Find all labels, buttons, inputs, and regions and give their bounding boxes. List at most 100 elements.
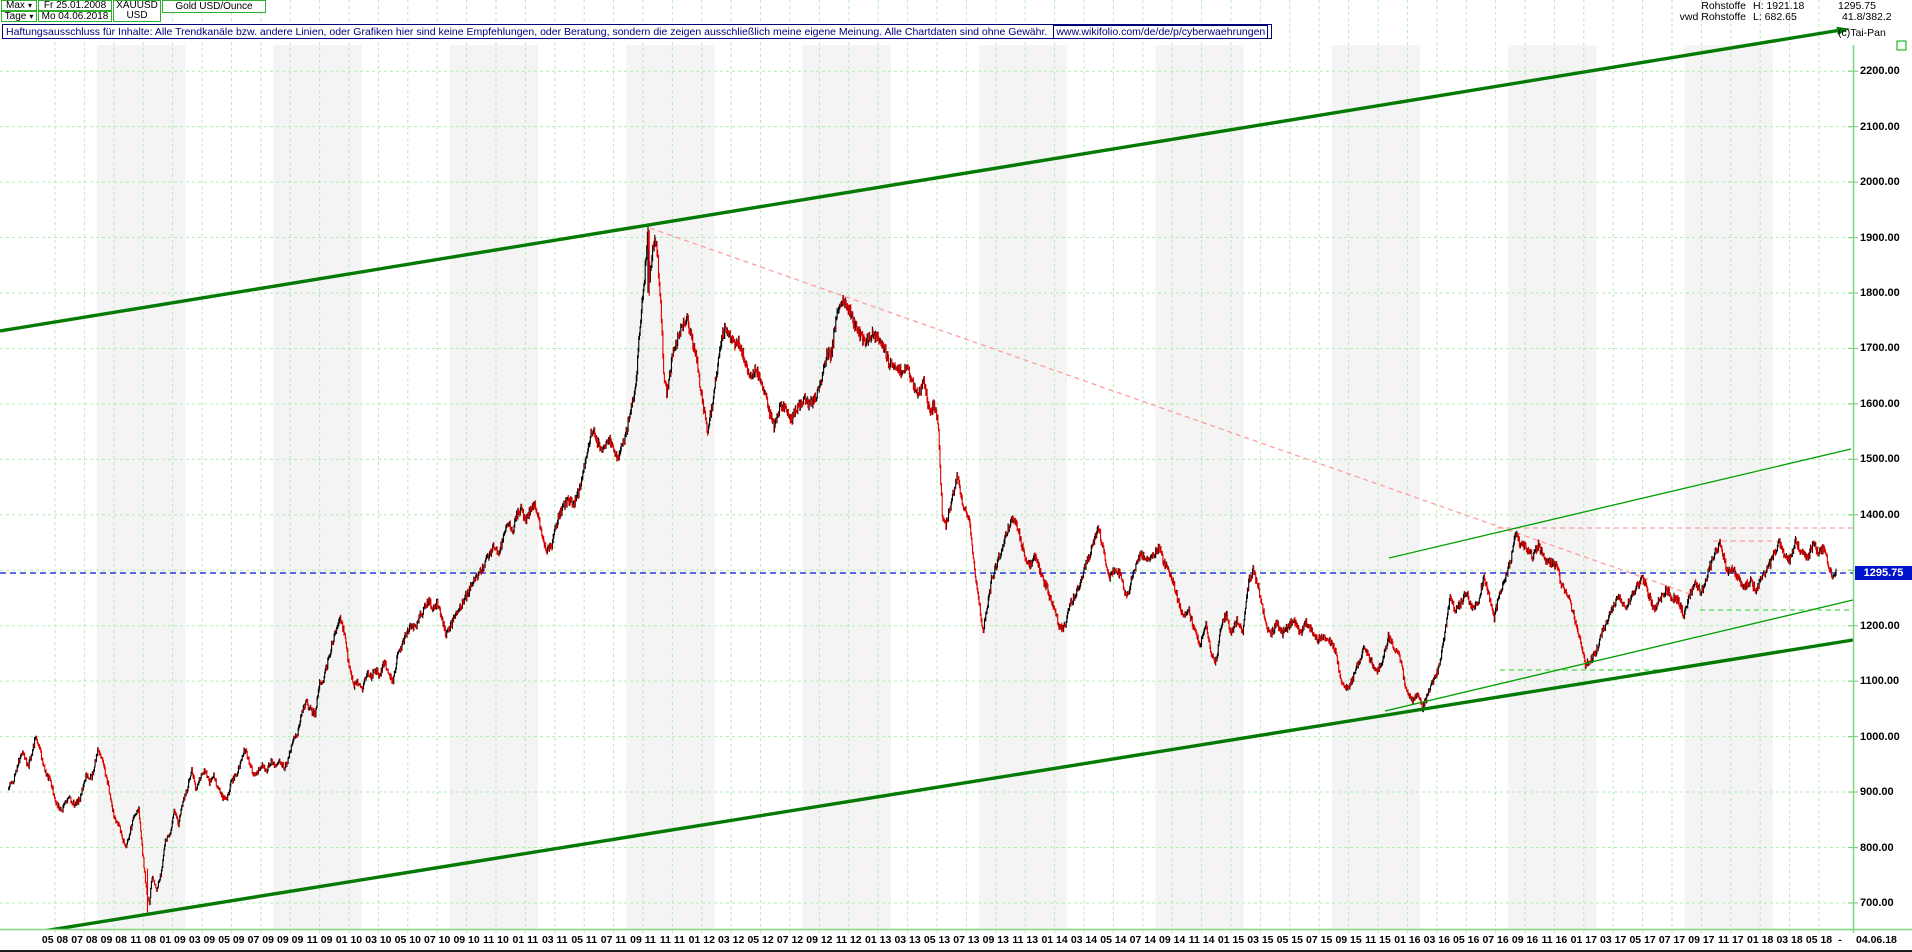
minor-trendline[interactable] [1388,448,1852,559]
x-axis-label: 03 16 [1423,934,1450,946]
x-axis-label: 11 16 [1541,934,1568,946]
x-axis-label: 03 12 [718,934,745,946]
x-axis-label: 05 10 [394,934,421,946]
half-year-stripe [449,45,538,929]
x-axis-label: 11 17 [1717,934,1744,946]
x-axis-label: 11 11 [659,934,685,946]
x-axis-label: 11 08 [130,934,157,946]
x-axis-label: 03 17 [1600,934,1627,946]
period-dropdown-label: Tage [4,11,27,22]
x-axis-label: 07 08 [71,934,98,946]
y-axis-label: 1700.00 [1860,342,1900,355]
quote-range-info: 41.8/382.2 [1842,12,1892,23]
x-axis-dash: - [1838,934,1842,946]
x-axis-label: 03 14 [1070,934,1098,946]
x-axis-label: 07 17 [1658,934,1686,946]
symbol-cell[interactable]: XAUUSD USD [113,0,161,22]
x-axis-label: 01 16 [1394,934,1421,946]
disclaimer-url-link[interactable]: www.wikifolio.com/de/de/p/cyberwaehrunge… [1053,24,1269,39]
x-axis-label: 07 11 [600,934,627,946]
x-axis-label: 11 13 [1012,934,1039,946]
candles-down [10,229,1833,913]
last-price-marker: 1295.75 [1855,566,1912,580]
date-from-field[interactable]: Fr 25.01.2008 [38,0,112,11]
x-axis-label: 05 11 [571,934,598,946]
x-axis-label: 09 13 [982,934,1009,946]
x-axis-label: 05 13 [923,934,951,946]
half-year-stripe [1508,45,1597,929]
x-axis-label: 05 18 [1805,934,1833,946]
y-axis-label: 2200.00 [1860,65,1900,78]
major-trend-channel[interactable] [0,26,1854,938]
x-axis-label: 09 08 [100,934,127,946]
x-axis-label: 09 12 [806,934,833,946]
quote-high: H: 1921.18 [1753,0,1805,12]
minor-trend-channel[interactable] [1384,448,1854,712]
y-axis-label: 2000.00 [1860,176,1900,189]
x-axis-label: 09 15 [1335,934,1362,946]
x-axis-label: 01 14 [1041,934,1068,946]
y-axis-label: 1200.00 [1860,619,1900,632]
instrument-name: Gold USD/Ounce [175,1,253,12]
x-axis-label: 01 11 [512,934,539,946]
x-axis-last-date: 04.06.18 [1856,934,1897,946]
half-year-stripe [626,45,715,929]
chevron-down-icon: ▾ [27,1,32,10]
disclaimer-text: Haftungsausschluss für Inhalte: Alle Tre… [6,25,1048,38]
x-axis-label: 01 17 [1570,934,1597,946]
instrument-cell: Gold USD/Ounce [162,0,266,13]
range-dropdown-label: Max [6,0,25,11]
x-axis-label: 01 09 [159,934,186,946]
x-axis-label: 03 10 [365,934,392,946]
quote-low: L: 682.65 [1753,11,1797,23]
quote-group: Rohstoffe [1701,0,1746,12]
date-to-field[interactable]: Mo 04.06.2018 [38,11,112,22]
x-axis-label: 07 13 [953,934,980,946]
chevron-down-icon: ▾ [29,12,34,21]
x-axis-label: 01 10 [335,934,363,946]
y-axis-label: 2100.00 [1860,120,1900,133]
x-axis-label: 09 17 [1688,934,1715,946]
y-axis-label: 1400.00 [1860,508,1900,521]
x-axis-label: 11 12 [835,934,862,946]
minor-trendline[interactable] [1384,599,1854,712]
x-axis-label: 09 11 [630,934,656,946]
x-axis-label: 01 18 [1747,934,1774,946]
x-axis-label: 07 14 [1129,934,1156,946]
half-year-stripe [1155,45,1244,929]
background-stripes [97,45,1773,929]
x-axis-label: 07 12 [776,934,804,946]
y-axis-label: 1500.00 [1860,453,1900,466]
date-to-value: Mo 04.06.2018 [41,11,109,22]
y-axis-label: 800.00 [1860,841,1894,854]
channel-lower-trendline[interactable] [0,638,1854,938]
disclaimer-box: Haftungsausschluss für Inhalte: Alle Tre… [2,24,1273,39]
x-axis-label: 05 16 [1453,934,1480,946]
x-axis-label: 07 09 [247,934,274,946]
x-axis-label: 03 13 [894,934,921,946]
axis-frame [0,40,1912,933]
x-axis-label: 09 16 [1511,934,1539,946]
x-axis-label: 05 15 [1276,934,1303,946]
corner-resize-handle[interactable] [1896,40,1907,51]
currency-label: USD [126,10,148,21]
half-year-stripe [979,45,1068,929]
y-axis-label: 1600.00 [1860,397,1900,410]
channel-upper-trendline[interactable] [0,28,1842,333]
quote-last: 1295.75 [1838,0,1876,12]
x-axis-label: 09 14 [1159,934,1186,946]
x-axis-label: 11 15 [1365,934,1391,946]
x-axis-label: 07 16 [1482,934,1509,946]
resistance-line[interactable] [649,227,1694,596]
period-dropdown[interactable]: Tage ▾ [1,11,37,22]
support-dashed-lines [1500,609,1853,671]
x-axis-label: 01 15 [1217,934,1245,946]
x-axis-label: 09 10 [453,934,480,946]
x-axis-label: 11 09 [306,934,333,946]
range-dropdown[interactable]: Max ▾ [1,0,37,11]
x-axis-label: 09 09 [277,934,304,946]
x-axis-label: 03 11 [541,934,568,946]
x-axis-label: 01 12 [688,934,715,946]
